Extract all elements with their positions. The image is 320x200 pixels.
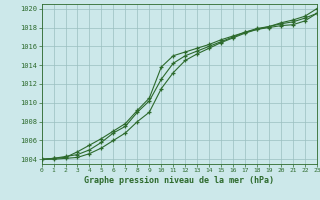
X-axis label: Graphe pression niveau de la mer (hPa): Graphe pression niveau de la mer (hPa) (84, 176, 274, 185)
